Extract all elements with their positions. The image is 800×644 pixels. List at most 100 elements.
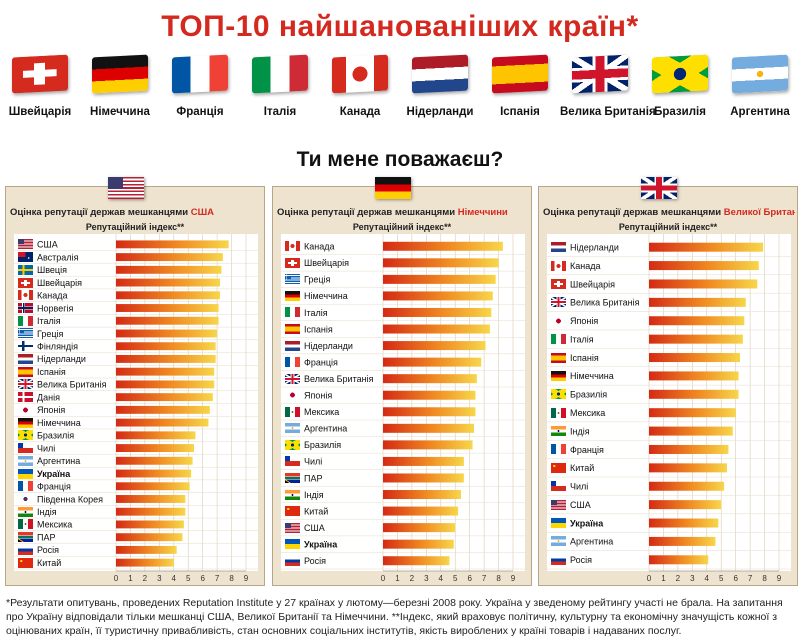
bar [649,297,746,307]
index-label: Репутаційний індекс** [618,222,718,232]
category-label: Індія [570,426,590,436]
it-flag-icon [18,315,33,326]
cl-flag-icon [285,456,300,467]
category-label: Аргентина [37,456,80,466]
category-label: Україна [37,469,71,479]
category-label: Швейцарія [37,278,82,288]
category-label: Бразилія [304,440,341,450]
tick-label: 0 [114,574,119,583]
top10-flag-row: Швейцарія Німеччина Франція Італія Канада Нід… [0,54,800,136]
chart-panel-uk: Оцінка репутації держав мешканцями Велик… [538,177,798,586]
top10-country-ch: Швейцарія [0,54,80,118]
category-label: Індія [304,490,324,500]
bar [116,253,223,262]
bar [116,278,220,287]
jp-flag-icon [285,390,300,401]
category-label: Німеччина [304,291,348,301]
category-label: Україна [304,539,338,549]
bar [116,380,215,389]
bar [383,307,492,317]
tick-label: 3 [424,574,429,583]
bar [116,342,216,351]
ua-flag-icon [18,468,33,479]
bar-chart-uk: Нідерланди Канада Швейцарія Велика Британія… [547,234,791,583]
category-label: Фінляндія [37,342,78,352]
za-flag-icon [285,472,300,483]
tick-label: 0 [381,574,386,583]
bar [383,274,496,284]
kr-flag-icon [18,493,33,504]
bar [649,334,743,344]
cn-flag-icon [285,506,300,517]
index-label: Репутаційний індекс** [352,222,452,232]
bar [116,316,219,325]
mx-flag-icon [18,519,33,530]
index-label: Репутаційний індекс** [85,222,185,232]
bar [116,329,218,338]
top10-country-name: Велика Британія [560,106,656,118]
bar [116,291,220,300]
es-flag-icon [551,352,566,363]
tick-label: 2 [676,574,681,583]
ru-flag-icon [285,555,300,566]
bar [649,536,716,546]
bar [116,495,186,503]
bar [649,371,739,381]
category-label: США [37,240,58,250]
panel-flag-icon [375,177,411,199]
bar [383,291,493,301]
ch-flag-icon [12,54,68,94]
fr-flag-icon [551,444,566,455]
tick-label: 2 [143,574,148,583]
bar [383,556,450,566]
panel-flag-icon [641,177,677,199]
ru-flag-icon [18,544,33,555]
category-label: Росія [304,556,326,566]
section-subtitle: Ти мене поважаєш? [296,148,504,171]
category-label: Італія [37,316,61,326]
bar [383,241,503,251]
category-label: Росія [37,545,59,555]
category-label: Нідерланди [304,341,353,351]
top10-country-it: Італія [240,54,320,118]
footnote: *Результати опитувань, проведених Reputa… [6,597,783,637]
top10-country-name: Нідерланди [406,106,474,118]
bar [649,500,722,510]
top10-country-name: Італія [263,106,297,118]
category-label: Швеція [37,265,67,275]
top10-country-de: Німеччина [80,54,160,118]
category-label: Південна Корея [37,494,103,504]
category-label: ПАР [304,473,322,483]
tick-label: 0 [647,574,652,583]
it-flag-icon [285,307,300,318]
category-label: Іспанія [37,367,66,377]
category-label: ПАР [37,532,55,542]
bar [383,523,456,533]
ar-flag-icon [551,536,566,547]
tick-label: 7 [748,574,753,583]
fr-flag-icon [285,357,300,368]
bar [116,482,190,491]
br-flag-icon [285,439,300,450]
bar [383,407,476,417]
nl-flag-icon [18,353,33,364]
se-flag-icon [18,264,33,275]
category-label: Аргентина [304,424,347,434]
es-flag-icon [285,324,300,335]
category-label: Німеччина [570,371,614,381]
de-flag-icon [18,417,33,428]
category-label: Чилі [304,457,322,467]
bar [649,518,719,528]
ua-flag-icon [285,539,300,550]
bar [649,463,727,473]
top10-country-nl: Нідерланди [400,54,480,118]
category-label: Канада [304,242,334,252]
bar [383,456,464,466]
category-label: Китай [37,558,61,568]
no-flag-icon [18,303,33,314]
category-label: Чилі [37,443,55,453]
category-label: Канада [37,291,67,301]
br-flag-icon [551,389,566,400]
de-flag-icon [551,370,566,381]
in-flag-icon [285,489,300,500]
